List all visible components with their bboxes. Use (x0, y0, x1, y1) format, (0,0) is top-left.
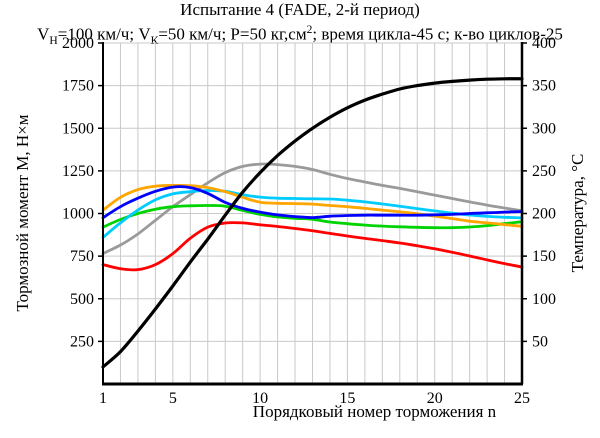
subtitle-text: =100 км/ч; V (57, 24, 151, 44)
left-tick-label: 1250 (62, 163, 94, 180)
right-tick-label: 100 (532, 291, 556, 308)
subtitle-text: ; время цикла-45 с; к-во циклов-25 (312, 24, 563, 44)
right-tick-label: 200 (532, 206, 556, 223)
left-tick-label: 2000 (62, 35, 94, 52)
left-tick-label: 1000 (62, 206, 94, 223)
right-tick-label: 400 (532, 35, 556, 52)
x-tick-label: 15 (339, 390, 355, 407)
curve-moment-orange (101, 183, 524, 228)
x-axis-title: Порядковый номер торможения n (252, 402, 497, 421)
subtitle-subscript-vn: Н (49, 34, 58, 48)
curve-moment-blue (101, 185, 524, 220)
left-tick-label: 1750 (62, 78, 94, 95)
subtitle-text: =50 км/ч; Р=50 кг,см (158, 24, 307, 44)
subtitle-text: V (37, 24, 50, 44)
right-tick-label: 250 (532, 163, 556, 180)
right-tick-label: 350 (532, 78, 556, 95)
left-tick-label: 250 (70, 333, 94, 350)
right-tick-label: 150 (532, 248, 556, 265)
subtitle-subscript-vk: К (150, 34, 159, 48)
left-tick-label: 750 (70, 248, 94, 265)
chart-subtitle: VН=100 км/ч; VК=50 км/ч; Р=50 кг,см2; вр… (0, 20, 600, 51)
x-tick-label: 5 (169, 390, 177, 407)
right-tick-label: 300 (532, 120, 556, 137)
subtitle-superscript: 2 (306, 23, 313, 36)
left-tick-label: 1500 (62, 120, 94, 137)
left-tick-label: 500 (70, 291, 94, 308)
curve-temperature-black (101, 77, 524, 369)
curve-moment-green (101, 204, 524, 230)
x-tick-label: 20 (427, 390, 443, 407)
x-tick-label: 25 (514, 390, 530, 407)
right-tick-label: 50 (532, 333, 548, 350)
curve-moment-red (101, 221, 524, 272)
chart-title: Испытание 4 (FADE, 2-й период) (180, 0, 420, 19)
x-tick-label: 10 (252, 390, 268, 407)
x-tick-label: 1 (99, 390, 107, 407)
